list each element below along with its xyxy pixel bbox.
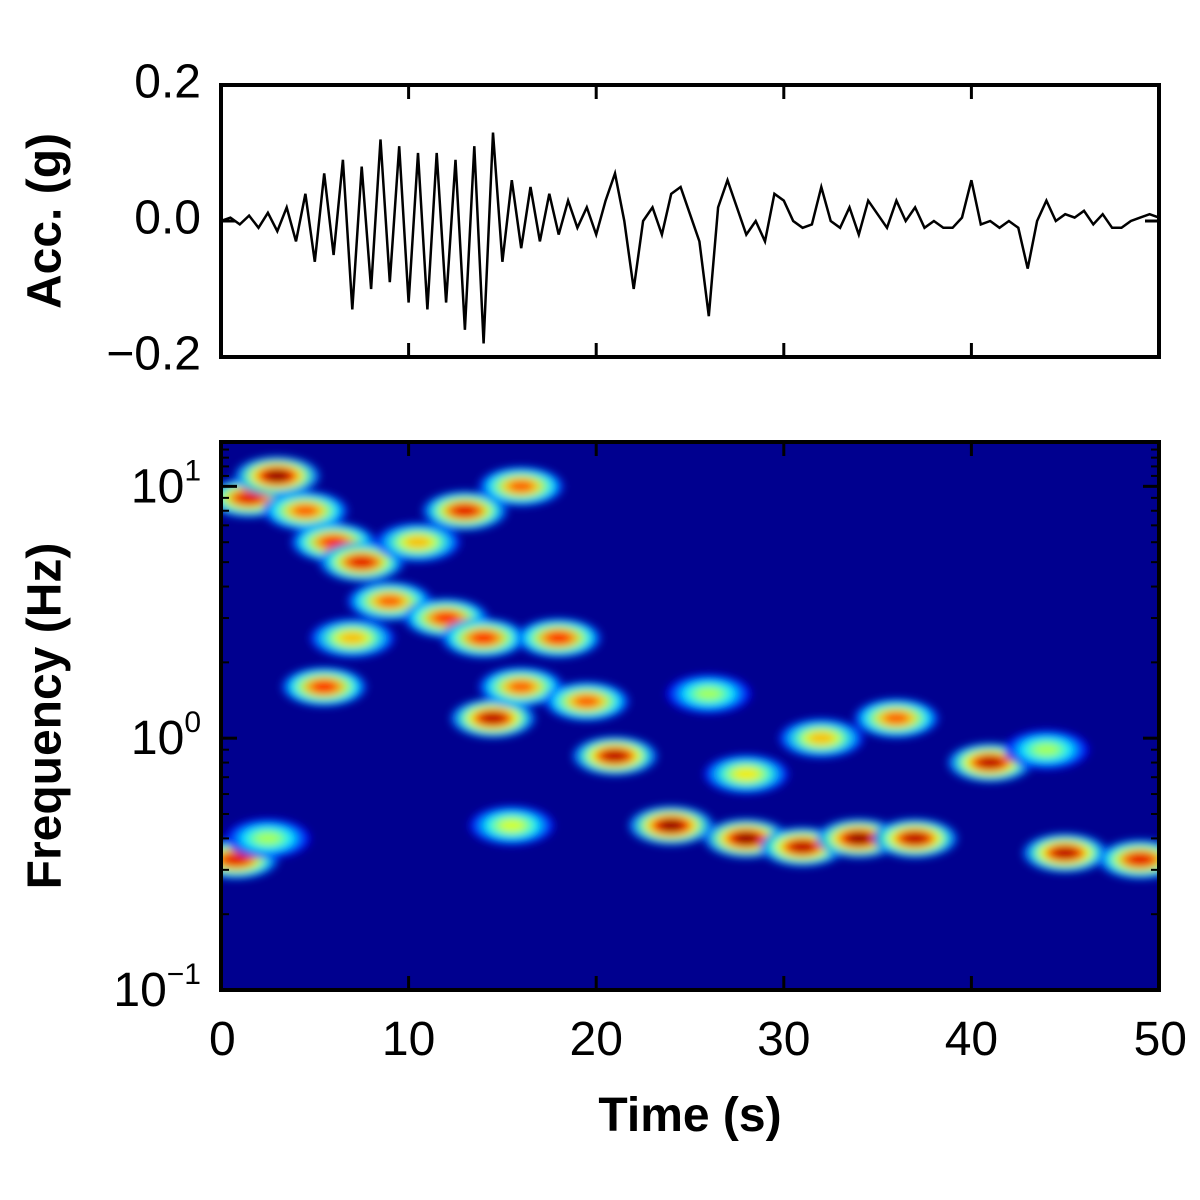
heatmap-cell [471,632,497,644]
heatmap-cell [508,480,534,493]
acceleration-y-tick-label: 0.0 [134,192,201,245]
heatmap-cell [902,832,928,845]
tick-label-exponent: −1 [167,958,201,991]
heatmap-cell [349,556,375,569]
spectrogram-x-tick-label: 30 [757,1013,810,1066]
tick-label-base: 10 [131,460,184,513]
heatmap-cell [292,504,319,517]
heatmap-cell [846,832,872,845]
spectrogram-y-axis-title: Frequency (Hz) [19,543,72,890]
acceleration-x-ticks [219,85,1161,357]
heatmap-cell [236,491,262,504]
heatmap-cell [377,595,403,608]
spectrogram-x-tick-label: 10 [382,1013,435,1066]
acceleration-y-tick-label: −0.2 [106,328,201,381]
tick-label-base: 10 [131,712,184,765]
spectrogram-x-ticks: 0 10 20 30 40 50 [209,442,1187,1066]
heatmap-cell [1033,743,1060,756]
heatmap-cell [499,819,525,832]
heatmap-cell [223,853,249,866]
heatmap-cell [405,536,431,549]
acceleration-y-ticks: 0.2 0.0 −0.2 [106,56,1159,381]
acceleration-plot-area [221,132,1159,344]
heatmap-cell [977,756,1003,769]
heatmap-cell [339,632,365,644]
heatmap-cell [602,750,628,762]
acceleration-chart: 0.2 0.0 −0.2 Acc. (g) [19,56,1161,381]
tick-label-exponent: 0 [184,706,201,739]
spectrogram-x-tick-label: 40 [945,1013,998,1066]
tick-label-base: 10 [113,964,166,1017]
heatmap-cell [658,819,684,832]
spectrogram-heatmap [221,455,1159,880]
spectrogram-y-tick-label: 10−1 [113,958,201,1017]
spectrogram-y-tick-label: 100 [131,706,201,765]
spectrogram-x-tick-label: 20 [570,1013,623,1066]
heatmap-cell [808,732,834,745]
heatmap-cell [883,712,909,725]
heatmap-cell [574,695,600,708]
heatmap-cell [1052,847,1078,859]
heatmap-cell [452,504,478,517]
heatmap-cell [433,612,459,624]
heatmap-cell [1127,853,1153,866]
spectrogram-y-tick-label: 101 [131,454,201,513]
heatmap-cell [508,680,534,693]
tick-label-exponent: 1 [184,454,201,487]
spectrogram-x-tick-label: 50 [1134,1013,1187,1066]
acceleration-y-axis-title: Acc. (g) [19,133,72,309]
acceleration-axes-frame [219,83,1161,359]
heatmap-cell [789,841,816,853]
spectrogram-axes-frame [219,440,1161,992]
heatmap-cell [255,832,281,845]
spectrogram-x-tick-label: 0 [209,1013,236,1066]
heatmap-cell [311,680,337,693]
spectrogram-background [221,442,1159,990]
heatmap-cell [733,832,759,845]
spectrogram-x-axis-title: Time (s) [598,1089,781,1142]
heatmap-cell [546,632,572,644]
heatmap-cell [733,768,759,780]
heatmap-cell [264,470,290,482]
heatmap-cell [696,687,722,700]
acceleration-series-line [221,132,1159,344]
acceleration-y-tick-label: 0.2 [134,56,201,109]
heatmap-cell [480,712,506,725]
